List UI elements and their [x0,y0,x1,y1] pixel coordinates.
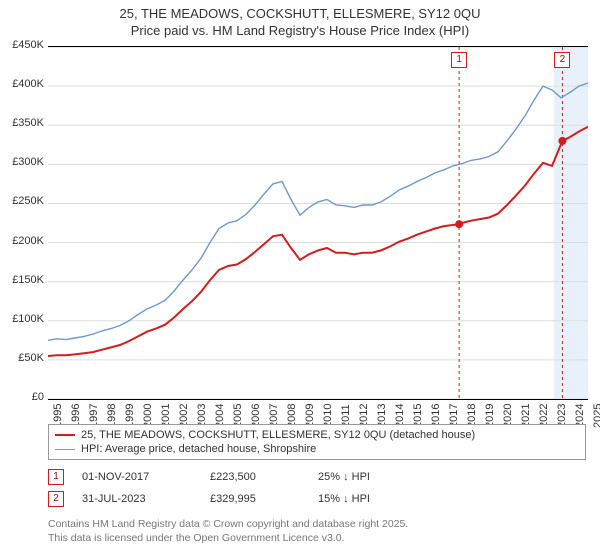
y-tick-label: £50K [0,352,44,364]
event-delta: 15% ↓ HPI [318,493,370,505]
y-tick-label: £100K [0,313,44,325]
footer: Contains HM Land Registry data © Crown c… [48,518,588,545]
legend-item: HPI: Average price, detached house, Shro… [55,442,579,456]
event-row: 2 31-JUL-2023 £329,995 15% ↓ HPI [48,488,588,510]
event-marker: 2 [48,491,64,507]
event-marker: 1 [48,469,64,485]
legend: 25, THE MEADOWS, COCKSHUTT, ELLESMERE, S… [48,424,586,460]
event-date: 01-NOV-2017 [82,471,192,483]
y-tick-label: £250K [0,195,44,207]
chart-title: 25, THE MEADOWS, COCKSHUTT, ELLESMERE, S… [0,0,600,40]
chart-svg [48,47,588,399]
event-marker-box: 1 [451,52,467,68]
y-tick-label: £0 [0,391,44,403]
y-tick-label: £450K [0,39,44,51]
legend-swatch [55,434,75,436]
event-date: 31-JUL-2023 [82,493,192,505]
footer-line1: Contains HM Land Registry data © Crown c… [48,518,588,532]
footer-line2: This data is licensed under the Open Gov… [48,532,588,546]
legend-item: 25, THE MEADOWS, COCKSHUTT, ELLESMERE, S… [55,428,579,442]
title-subtitle: Price paid vs. HM Land Registry's House … [0,23,600,40]
legend-swatch [55,449,75,450]
event-row: 1 01-NOV-2017 £223,500 25% ↓ HPI [48,466,588,488]
y-tick-label: £400K [0,78,44,90]
plot-area [48,46,588,400]
y-tick-label: £350K [0,117,44,129]
legend-label: 25, THE MEADOWS, COCKSHUTT, ELLESMERE, S… [81,429,475,441]
event-price: £329,995 [210,493,300,505]
title-address: 25, THE MEADOWS, COCKSHUTT, ELLESMERE, S… [0,6,600,23]
legend-label: HPI: Average price, detached house, Shro… [81,443,316,455]
chart-container: 25, THE MEADOWS, COCKSHUTT, ELLESMERE, S… [0,0,600,560]
event-price: £223,500 [210,471,300,483]
event-marker-box: 2 [554,52,570,68]
event-delta: 25% ↓ HPI [318,471,370,483]
y-tick-label: £200K [0,235,44,247]
y-tick-label: £150K [0,274,44,286]
y-tick-label: £300K [0,156,44,168]
x-tick-label: 2025 [592,404,600,428]
event-table: 1 01-NOV-2017 £223,500 25% ↓ HPI 2 31-JU… [48,466,588,510]
